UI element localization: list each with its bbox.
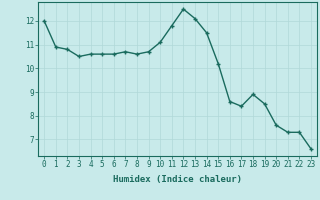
X-axis label: Humidex (Indice chaleur): Humidex (Indice chaleur) — [113, 175, 242, 184]
